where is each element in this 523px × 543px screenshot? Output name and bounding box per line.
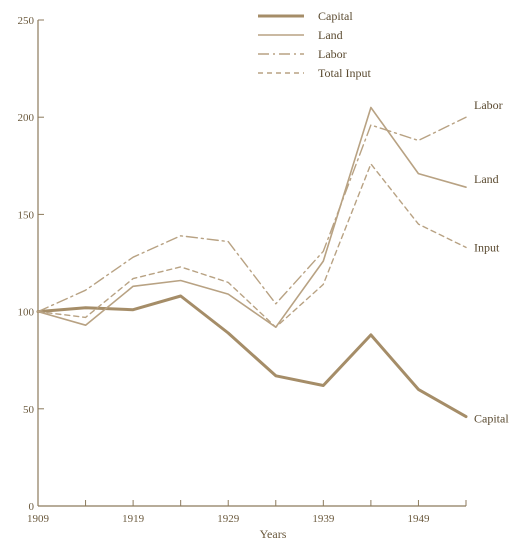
end-label-land: Land bbox=[474, 172, 499, 186]
series-line-total-input bbox=[37, 163, 467, 328]
legend-label-land: Land bbox=[318, 28, 343, 42]
end-label-capital: Capital bbox=[474, 412, 509, 426]
x-tick-label: 1929 bbox=[217, 513, 240, 525]
series-line-capital bbox=[36, 294, 468, 419]
end-label-total-input: Input bbox=[474, 240, 500, 254]
y-tick-label: 100 bbox=[18, 307, 35, 319]
legend-label-total-input: Total Input bbox=[318, 66, 371, 80]
series-line-land bbox=[37, 106, 467, 328]
chart-series bbox=[36, 106, 468, 419]
series-end-labels: Capital Land Labor Input bbox=[474, 98, 509, 425]
legend-label-capital: Capital bbox=[318, 9, 353, 23]
x-tick-label: 1909 bbox=[27, 513, 50, 525]
chart-axes: 0 50 100 150 200 250 1909 1919 1929 1939 1949 Years bbox=[18, 15, 467, 541]
y-tick-label: 200 bbox=[18, 112, 35, 124]
x-tick-label: 1939 bbox=[312, 513, 335, 525]
y-tick-label: 150 bbox=[18, 209, 35, 221]
y-tick-label: 0 bbox=[29, 501, 35, 513]
end-label-labor: Labor bbox=[474, 98, 503, 112]
x-axis-title: Years bbox=[260, 527, 287, 541]
y-tick-label: 250 bbox=[18, 15, 35, 27]
series-line-labor bbox=[37, 116, 467, 313]
y-tick-label: 50 bbox=[23, 404, 35, 416]
legend-label-labor: Labor bbox=[318, 47, 347, 61]
chart-legend: Capital Land Labor Total Input bbox=[258, 9, 371, 80]
x-tick-label: 1949 bbox=[407, 513, 430, 525]
x-tick-label: 1919 bbox=[122, 513, 145, 525]
